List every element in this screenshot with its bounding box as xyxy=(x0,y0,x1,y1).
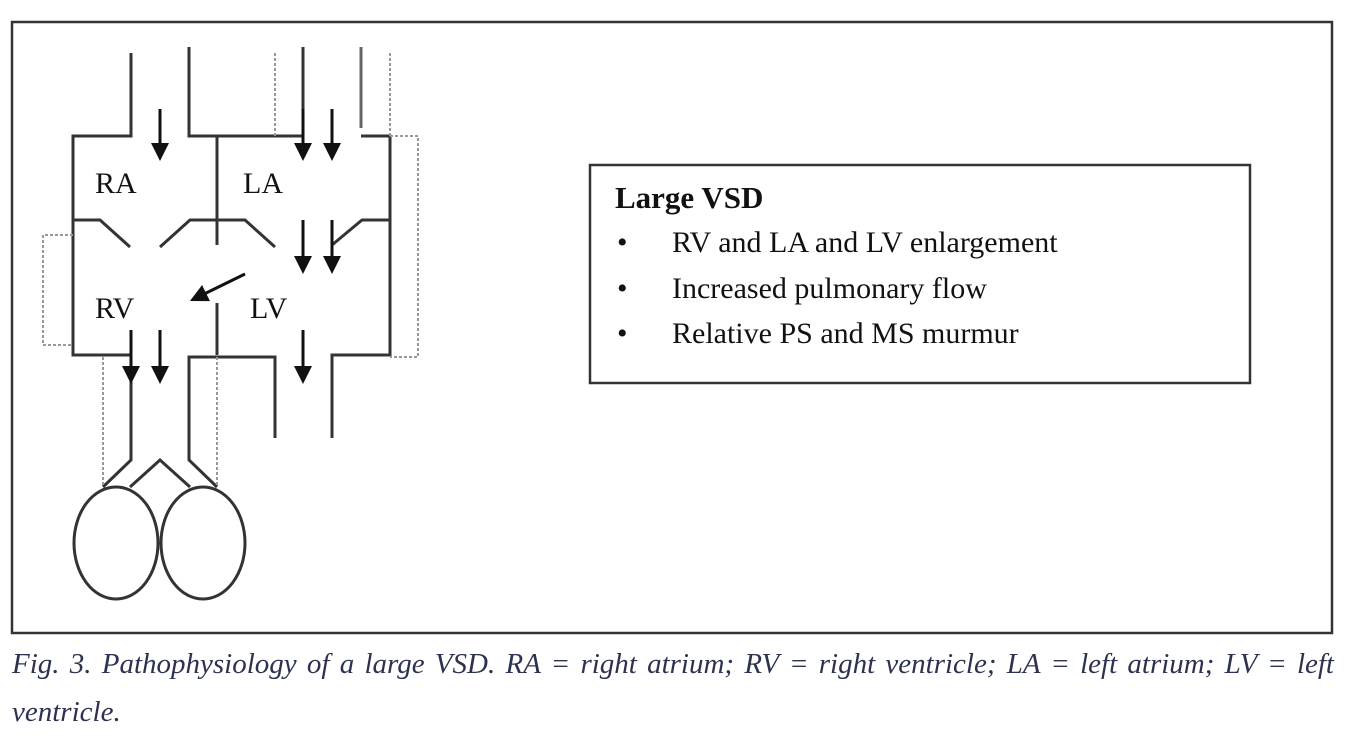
figure-frame xyxy=(10,20,1334,635)
bullet: • xyxy=(617,317,628,350)
info-box: Large VSD • RV and LA and LV enlargement… xyxy=(588,163,1252,385)
heart-outline xyxy=(71,47,392,601)
info-item: RV and LA and LV enlargement xyxy=(672,226,1058,259)
bullet: • xyxy=(617,226,628,259)
left-lung xyxy=(72,485,160,601)
info-item: Increased pulmonary flow xyxy=(672,272,987,305)
label-lv: LV xyxy=(250,292,288,325)
figure-caption: Fig. 3. Pathophysiology of a large VSD. … xyxy=(12,648,1334,728)
info-item: Relative PS and MS murmur xyxy=(672,317,1019,350)
flow-arrows xyxy=(122,109,341,384)
shunt-arrow-icon xyxy=(189,272,246,302)
label-ra: RA xyxy=(95,167,137,200)
bullet: • xyxy=(617,272,628,305)
info-box-title: Large VSD xyxy=(615,180,763,215)
label-rv: RV xyxy=(95,292,135,325)
label-la: LA xyxy=(243,167,283,200)
enlargement-dotted-outline xyxy=(42,53,419,487)
right-lung xyxy=(159,485,247,601)
